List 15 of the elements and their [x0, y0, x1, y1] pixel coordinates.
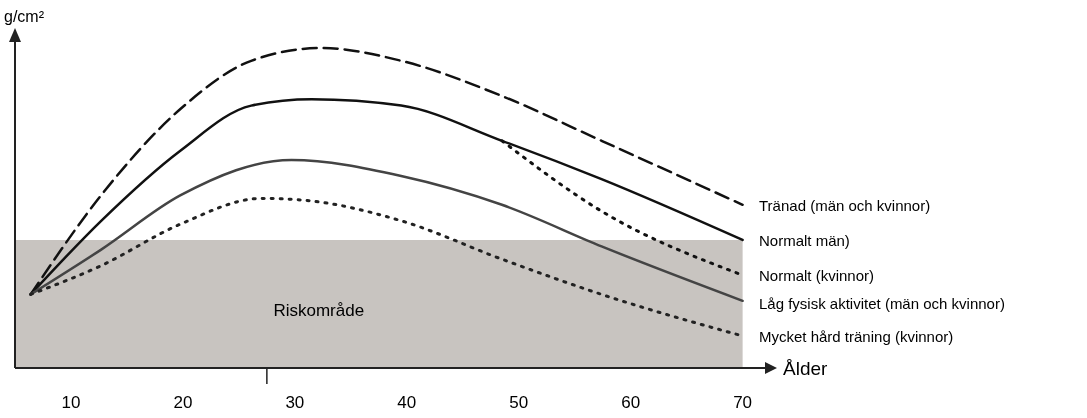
series-label: Mycket hård träning (kvinnor) — [759, 328, 954, 345]
series-label: Normalt män) — [759, 232, 850, 249]
x-tick-label: 60 — [621, 393, 641, 412]
x-tick-label: 10 — [61, 393, 81, 412]
x-tick-label: 70 — [733, 393, 753, 412]
series-label: Låg fysisk aktivitet (män och kvinnor) — [759, 295, 1005, 313]
x-tick-label: 20 — [173, 393, 193, 412]
series-label: Normalt (kvinnor) — [759, 267, 875, 285]
y-axis-title: g/cm² — [4, 8, 45, 25]
band-label: Riskområde — [273, 301, 365, 320]
x-tick-label: 40 — [397, 393, 417, 412]
x-tick-label: 30 — [285, 393, 305, 412]
series-label: Tränad (män och kvinnor) — [759, 196, 931, 214]
x-axis-title: Ålder — [783, 358, 829, 379]
x-tick-label: 50 — [509, 393, 529, 412]
